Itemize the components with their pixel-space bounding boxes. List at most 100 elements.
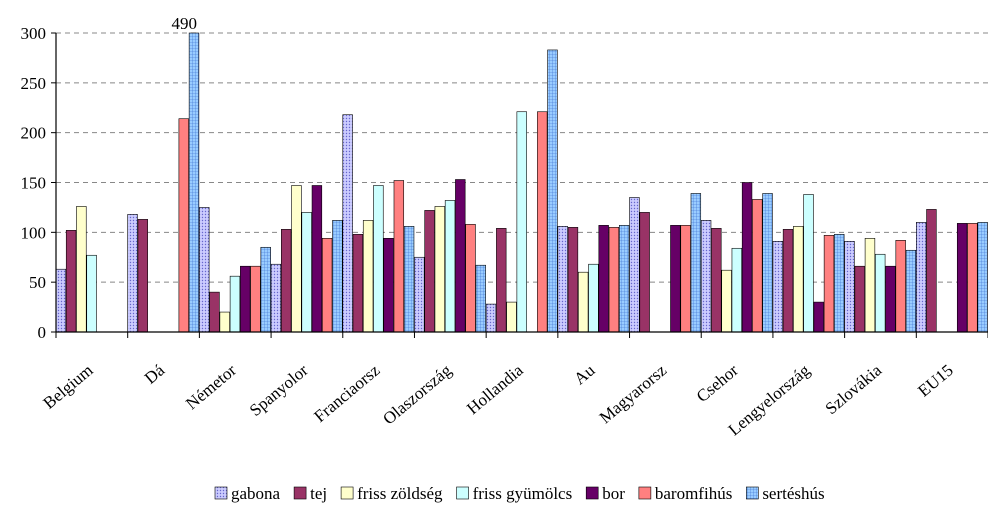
- annotations: 490: [172, 14, 198, 33]
- x-axis-label: Szlovákia: [822, 360, 886, 418]
- bar: [475, 264, 486, 333]
- bar: [731, 247, 742, 333]
- bar: [55, 268, 67, 333]
- x-axis-label: Németor: [182, 360, 240, 413]
- bar: [188, 32, 200, 333]
- bar: [793, 226, 804, 333]
- bar: [414, 256, 425, 333]
- bar: [588, 263, 599, 333]
- bar: [311, 185, 323, 333]
- bar: [137, 219, 148, 333]
- bar: [178, 118, 189, 333]
- bar: [547, 49, 558, 333]
- bar: [301, 212, 312, 333]
- bar: [885, 265, 896, 333]
- legend-label: sertéshús: [762, 484, 824, 503]
- y-tick-label: 0: [38, 323, 47, 342]
- legend-swatch: [293, 486, 307, 500]
- bar: [199, 207, 210, 333]
- bar: [240, 265, 251, 333]
- data-label: 490: [172, 14, 198, 33]
- bar: [895, 240, 906, 333]
- bar: [956, 223, 968, 333]
- bar: [270, 263, 282, 333]
- y-tick-label: 200: [21, 124, 47, 143]
- bar: [834, 234, 845, 333]
- bar: [670, 225, 681, 333]
- bar: [260, 246, 271, 333]
- bar: [854, 265, 865, 333]
- legend-label: gabona: [231, 484, 281, 503]
- y-tick-label: 50: [29, 273, 46, 292]
- y-tick-label: 150: [21, 174, 47, 193]
- x-axis-label: Olaszország: [379, 360, 455, 428]
- bar: [598, 225, 609, 333]
- bar: [741, 182, 753, 333]
- x-axis-label: Belgium: [39, 361, 96, 413]
- bar: [424, 210, 435, 333]
- x-axis-label: Franciaorsz: [310, 360, 383, 426]
- bar: [86, 254, 97, 333]
- y-axis-ticks: 0 50 100 150 200 250 300: [21, 24, 56, 342]
- bar: [465, 224, 476, 333]
- x-axis-label: Spanyolor: [246, 360, 312, 420]
- bar: [455, 179, 466, 333]
- x-axis-label: Dá: [141, 360, 169, 388]
- legend-label: baromfihús: [655, 484, 732, 503]
- bar: [506, 301, 517, 333]
- bar: [342, 114, 353, 333]
- bar: [977, 222, 988, 333]
- bar: [496, 228, 507, 333]
- x-axis-label: Csehor: [693, 360, 742, 406]
- bar: [905, 249, 917, 333]
- bar: [926, 209, 937, 333]
- bar: [823, 235, 835, 333]
- legend-swatch: [585, 486, 599, 500]
- legend-swatch: [746, 486, 759, 500]
- bar: [608, 227, 620, 333]
- bar: [690, 193, 702, 333]
- bar: [557, 226, 568, 333]
- bar: [772, 241, 783, 333]
- legend: gabona tej friss zöldség friss gyümölcs bor b…: [214, 484, 825, 503]
- x-axis-label: Hollandia: [463, 360, 527, 418]
- bar: [680, 225, 691, 333]
- bar: [403, 226, 415, 333]
- legend-swatch: [340, 486, 354, 500]
- y-tick-label: 100: [21, 223, 47, 242]
- bar: [803, 194, 814, 333]
- legend-swatch: [456, 486, 469, 500]
- x-axis-label: Magyarorsz: [596, 360, 671, 427]
- bar: [291, 185, 302, 333]
- y-tick-label: 250: [21, 74, 47, 93]
- legend-label: tej: [310, 484, 327, 503]
- bar: [516, 111, 527, 333]
- bar: [752, 199, 763, 333]
- bar: [700, 220, 712, 333]
- bar: [219, 311, 230, 333]
- x-axis-label: Au: [570, 360, 599, 388]
- bar: [864, 238, 876, 333]
- bar: [229, 275, 241, 333]
- bar: [373, 185, 384, 333]
- bar: [875, 253, 886, 333]
- bar: [578, 271, 589, 333]
- bar: [721, 269, 732, 333]
- bar: [250, 265, 261, 333]
- bar: [967, 223, 978, 333]
- bar: [782, 229, 794, 333]
- bar: [629, 197, 640, 333]
- y-tick-label: 300: [21, 24, 47, 43]
- bar: [352, 234, 364, 333]
- bar: [281, 229, 292, 333]
- bar: [711, 228, 722, 333]
- bar: [393, 180, 405, 333]
- bar: [127, 214, 138, 333]
- legend-swatch: [214, 486, 228, 500]
- bar: [321, 238, 333, 333]
- legend-label: friss gyümölcs: [473, 484, 573, 503]
- legend-swatch: [638, 486, 652, 500]
- bar: [76, 206, 87, 333]
- legend-label: friss zöldség: [357, 484, 443, 503]
